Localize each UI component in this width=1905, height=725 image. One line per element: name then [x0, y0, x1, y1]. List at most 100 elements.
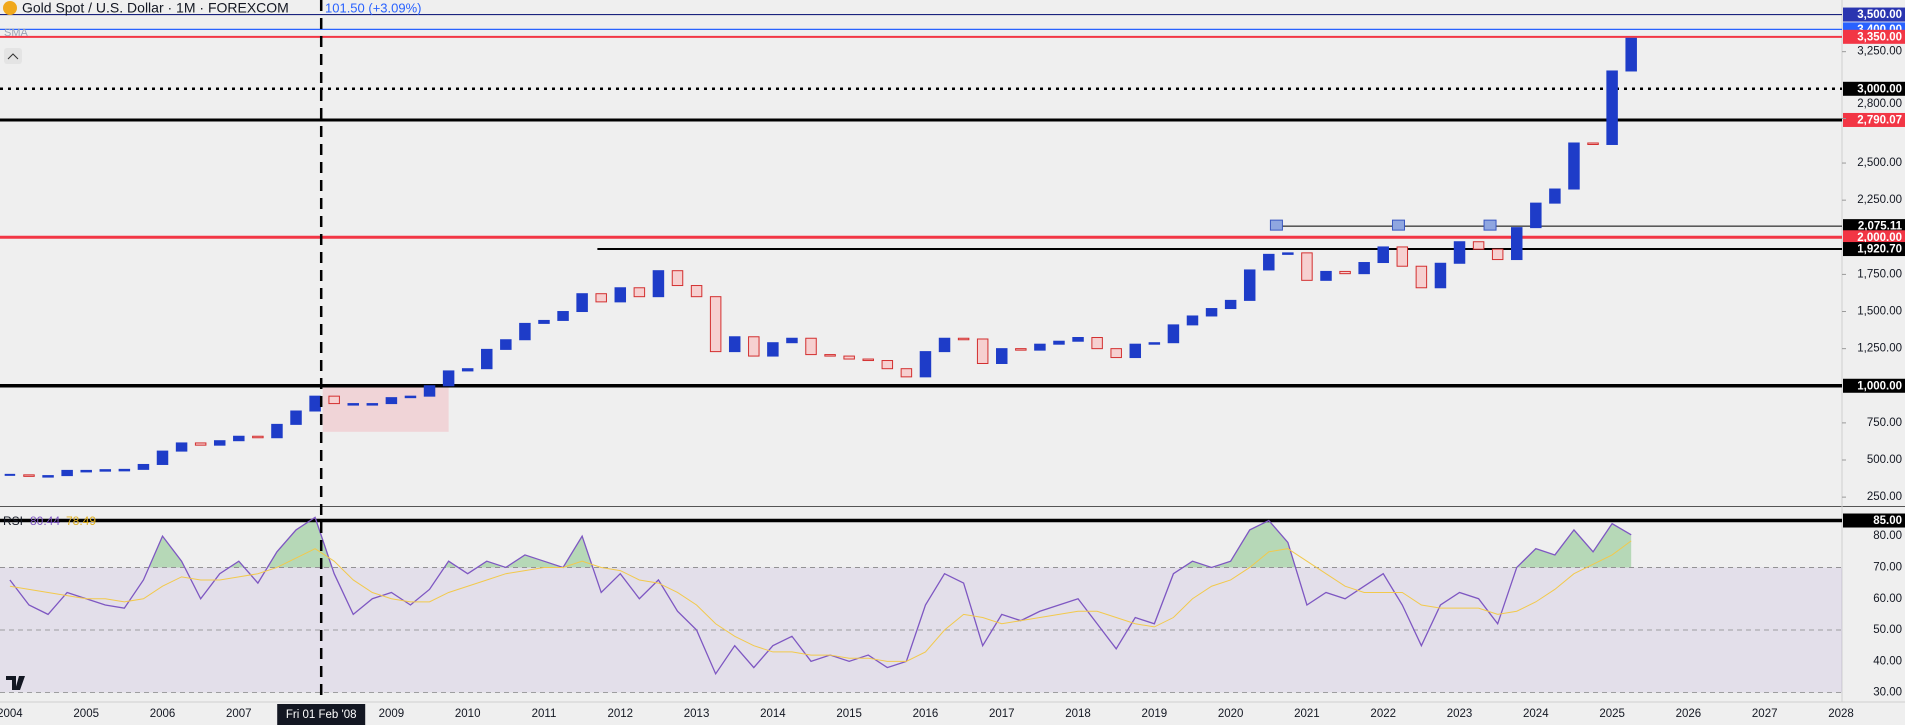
y-tick-label: 80.00 — [1873, 530, 1902, 542]
candle — [328, 395, 340, 405]
rsi-line — [9, 516, 1632, 676]
y-tick-label: 250.00 — [1867, 491, 1902, 503]
candle — [1358, 262, 1370, 275]
y-tick-label: 500.00 — [1867, 454, 1902, 466]
candle — [805, 337, 817, 356]
candle — [652, 270, 665, 298]
x-tick-label: 2018 — [1065, 708, 1091, 720]
symbol-icon — [3, 1, 17, 15]
crosshair-label: Fri 01 Feb '08 — [286, 709, 357, 721]
x-tick-label: 2007 — [226, 708, 252, 720]
candle — [748, 336, 760, 357]
level-label: 85.00 — [1873, 515, 1902, 527]
y-tick-label: 1,500.00 — [1857, 306, 1902, 318]
x-tick-label: 2021 — [1294, 708, 1320, 720]
candle — [385, 397, 398, 405]
candle — [767, 342, 779, 357]
candle — [481, 348, 493, 370]
candle — [1320, 270, 1332, 281]
candle — [271, 423, 283, 439]
candle — [442, 370, 455, 387]
level-label-bg — [1843, 81, 1905, 96]
candle — [1282, 252, 1294, 255]
candle — [423, 385, 436, 397]
level-label: 3,500.00 — [1857, 9, 1902, 21]
overbought-shade — [148, 517, 1632, 568]
x-tick-label: 2013 — [684, 708, 710, 720]
candle — [938, 337, 951, 353]
candle — [118, 468, 131, 472]
candle — [1549, 188, 1561, 204]
candle — [1053, 340, 1065, 345]
x-tick-label: 2025 — [1599, 708, 1625, 720]
candle — [1148, 342, 1161, 345]
candle — [576, 293, 588, 313]
y-tick-label: 3,250.00 — [1857, 46, 1902, 58]
candle — [728, 336, 741, 353]
x-tick-label: 2010 — [455, 708, 481, 720]
label-layer: 3,500.003,400.003,350.003,000.002,790.07… — [0, 7, 1905, 725]
level-label: 3,350.00 — [1857, 31, 1902, 43]
collapse-button[interactable] — [4, 48, 22, 64]
candle — [1491, 248, 1504, 261]
y-tick-label: 750.00 — [1867, 417, 1902, 429]
candle — [309, 395, 321, 412]
level-label: 2,790.07 — [1857, 114, 1902, 126]
y-tick-label: 30.00 — [1873, 687, 1902, 699]
candle — [1377, 246, 1389, 264]
candle — [42, 475, 54, 478]
candle — [1434, 262, 1447, 289]
price-change: 101.50 (+3.09%) — [325, 0, 421, 15]
candle — [1243, 269, 1256, 301]
y-tick-label: 1,250.00 — [1857, 343, 1902, 355]
candle — [919, 351, 932, 378]
candle — [194, 442, 207, 446]
candle — [290, 410, 302, 425]
y-tick-label: 60.00 — [1873, 593, 1902, 605]
candle — [709, 296, 722, 353]
candle — [1568, 142, 1580, 190]
x-tick-label: 2023 — [1447, 708, 1473, 720]
candle — [1034, 343, 1046, 351]
rsi-title: RSI — [3, 514, 23, 528]
x-tick-label: 2019 — [1142, 708, 1168, 720]
candle — [1396, 246, 1409, 267]
candle — [500, 339, 512, 350]
candle — [80, 469, 92, 473]
candle — [1224, 299, 1237, 310]
x-tick-label: 2005 — [73, 708, 99, 720]
candle — [61, 469, 73, 477]
candle — [156, 450, 169, 465]
candle — [976, 338, 989, 364]
candle — [1301, 252, 1313, 281]
level-label-bg — [1843, 378, 1905, 393]
x-tick-label: 2004 — [0, 708, 23, 720]
candle — [1167, 324, 1180, 344]
y-tick-label: 50.00 — [1873, 624, 1902, 636]
y-tick-label: 40.00 — [1873, 655, 1902, 667]
candle — [1511, 227, 1523, 261]
level-label: 1,000.00 — [1857, 380, 1902, 392]
candle — [404, 395, 417, 399]
x-tick-label: 2027 — [1752, 708, 1778, 720]
candle — [1263, 253, 1275, 271]
candle — [366, 403, 379, 406]
candle — [1625, 37, 1637, 72]
x-tick-label: 2022 — [1370, 708, 1396, 720]
level-label-bg — [1843, 513, 1905, 528]
y-tick-label: 1,750.00 — [1857, 268, 1902, 280]
candle — [1015, 348, 1027, 351]
x-tick-label: 2006 — [150, 708, 176, 720]
level-label-bg — [1843, 112, 1905, 127]
plot-layer — [0, 0, 1905, 703]
candle — [175, 442, 188, 452]
level-label-bg — [1843, 219, 1905, 234]
level-label: 2,000.00 — [1857, 232, 1902, 244]
candle — [671, 270, 684, 287]
candle — [1339, 270, 1351, 275]
x-tick-label: 2017 — [989, 708, 1015, 720]
candle — [996, 348, 1008, 364]
candle — [881, 360, 894, 370]
candle — [900, 368, 913, 378]
